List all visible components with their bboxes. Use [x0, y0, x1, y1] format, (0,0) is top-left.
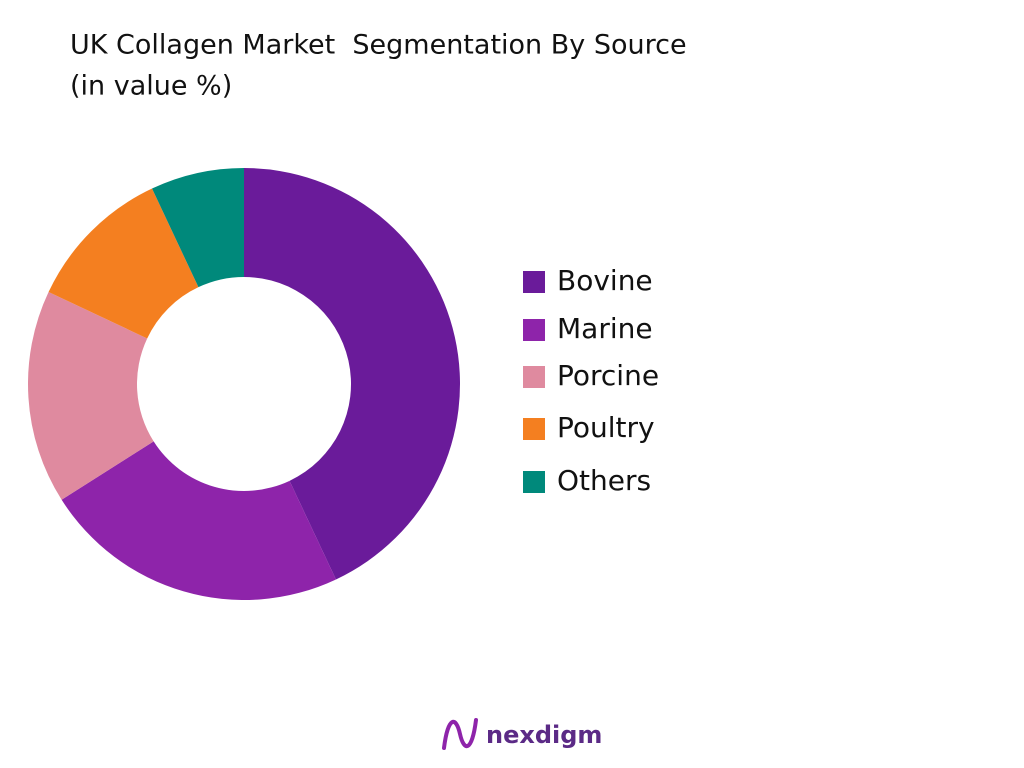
donut-slice — [244, 168, 460, 580]
legend-label: Poultry — [557, 411, 655, 444]
donut-slice — [152, 168, 244, 288]
chart-subtitle: (in value %) — [70, 71, 232, 102]
brand-logo: nexdigm — [442, 718, 602, 750]
legend-swatch — [523, 471, 545, 493]
legend-swatch — [523, 271, 545, 293]
donut-slice — [61, 441, 336, 600]
donut-slice — [48, 188, 199, 339]
legend-swatch — [523, 418, 545, 440]
donut-slice — [27, 292, 154, 500]
legend-label: Porcine — [557, 359, 659, 392]
logo-icon — [442, 718, 478, 750]
legend-swatch — [523, 366, 545, 388]
brand-name: nexdigm — [486, 721, 602, 749]
legend-swatch — [523, 319, 545, 341]
chart-title: UK Collagen Market Segmentation By Sourc… — [70, 30, 687, 61]
legend-label: Marine — [557, 312, 653, 345]
legend-label: Bovine — [557, 264, 653, 297]
legend-label: Others — [557, 464, 651, 497]
